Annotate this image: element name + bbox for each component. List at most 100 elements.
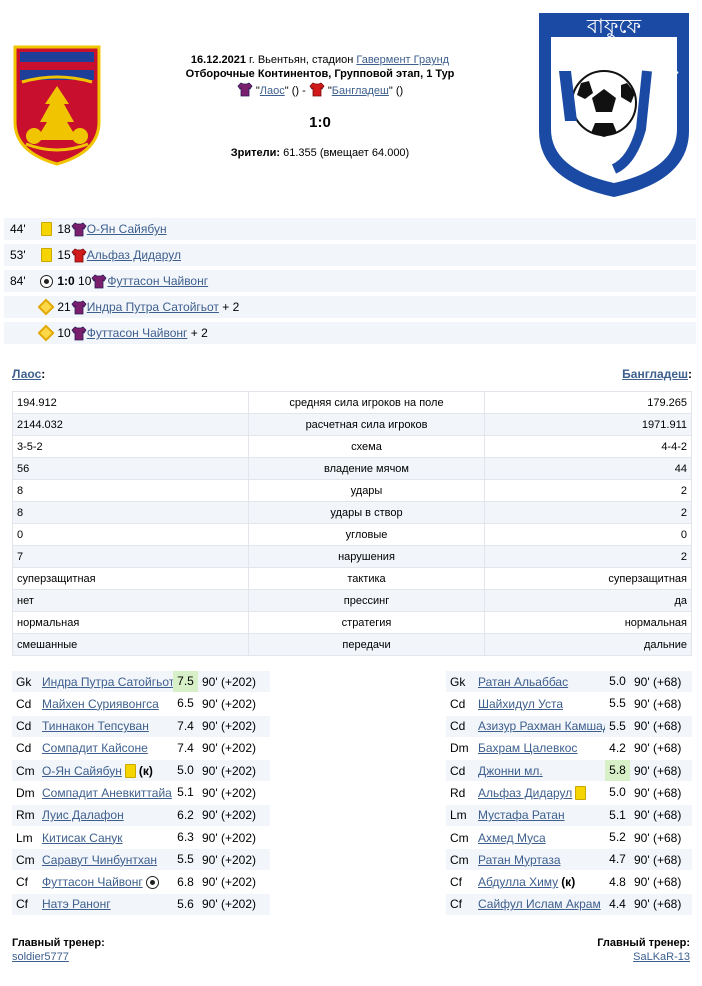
stat-away-value: нормальная: [484, 611, 692, 634]
stat-home-value: 3-5-2: [12, 435, 249, 458]
event-player-link[interactable]: Индра Путра Сатойгьот: [86, 300, 219, 314]
player-link[interactable]: Ахмед Муса: [478, 830, 546, 845]
event-extra: + 2: [190, 326, 208, 340]
player-time: 90' (+202): [202, 785, 256, 800]
quote: ": [255, 85, 260, 97]
stat-row: 2144.032 расчетная сила игроков 1971.911: [12, 413, 692, 436]
event-score: 1:0: [57, 274, 75, 288]
event-player-link[interactable]: Футтасон Чайвонг: [107, 274, 209, 288]
player-time: 90' (+202): [202, 696, 256, 711]
home-shirt-icon: [71, 326, 87, 340]
player-link[interactable]: Азизур Рахман Камшад: [478, 719, 605, 734]
player-time: 90' (+68): [634, 808, 682, 823]
stadium-link[interactable]: Гавермент Граунд: [356, 54, 450, 66]
stat-away-value: суперзащитная: [484, 567, 692, 590]
stat-home-value: смешанные: [12, 633, 249, 656]
lineup-row: Gk Индра Путра Сатойгьот 7.5 90' (+202): [12, 671, 270, 692]
player-time: 90' (+68): [634, 897, 682, 912]
stat-away-value: да: [484, 589, 692, 612]
home-team-title-link[interactable]: Лаос: [12, 367, 42, 381]
stat-row: 0 угловые 0: [12, 523, 692, 546]
event-icon: [38, 248, 54, 262]
player-link[interactable]: Шайхидул Уста: [478, 696, 564, 711]
player-link[interactable]: Сомпадит Кайсоне: [42, 741, 148, 756]
player-mark: 7.5: [173, 671, 198, 692]
player-link[interactable]: Джонни мл.: [478, 763, 543, 778]
ball-icon: [145, 875, 159, 889]
player-link[interactable]: Натэ Ранонг: [42, 897, 111, 912]
player-position: Cd: [16, 696, 32, 711]
home-coach-link[interactable]: soldier5777: [12, 951, 69, 963]
event-icon: [38, 274, 54, 288]
player-name-cell: Луис Далафон: [42, 808, 173, 822]
event-player-link[interactable]: Альфаз Дидарул: [86, 248, 181, 262]
player-link[interactable]: Саравут Чинбунтхан: [42, 852, 157, 867]
player-link[interactable]: Сомпадит Аневкиттайа: [42, 785, 172, 800]
player-link[interactable]: Ратан Муртаза: [478, 852, 561, 867]
stat-row: 8 удары в створ 2: [12, 501, 692, 524]
laos-federation-logo: [13, 45, 101, 166]
stat-row: смешанные передачи дальние: [12, 633, 692, 656]
player-time: 90' (+202): [202, 830, 256, 845]
player-position: Cf: [16, 875, 28, 890]
home-team-link[interactable]: Лаос: [259, 85, 285, 97]
lineup-row: Cf Футтасон Чайвонг 6.8 90' (+202): [12, 872, 270, 893]
player-link[interactable]: Тиннакон Тепсуван: [42, 719, 149, 734]
lineup-row: Dm Сомпадит Аневкиттайа 5.1 90' (+202): [12, 782, 270, 803]
player-link[interactable]: Индра Путра Сатойгьот: [42, 674, 173, 689]
player-link[interactable]: Луис Далафон: [42, 808, 124, 823]
quote: " (): [388, 85, 404, 97]
stat-label: владение мячом: [248, 457, 485, 480]
player-link[interactable]: О-Ян Сайябун: [42, 763, 122, 778]
stat-away-value: 1971.911: [484, 413, 692, 436]
player-position: Rd: [450, 785, 466, 800]
player-link[interactable]: Футтасон Чайвонг: [42, 875, 143, 890]
home-shirt-icon: [71, 222, 87, 236]
player-link[interactable]: Мустафа Ратан: [478, 808, 565, 823]
stat-label: удары: [248, 479, 485, 502]
stat-label: угловые: [248, 523, 485, 546]
player-name-cell: Тиннакон Тепсуван: [42, 719, 173, 733]
away-team-title-link[interactable]: Бангладеш: [622, 367, 688, 381]
stat-home-value: 8: [12, 479, 249, 502]
away-coach-link[interactable]: SaLKaR-13: [633, 951, 690, 963]
player-time: 90' (+202): [202, 741, 256, 756]
yellow-card-icon: [575, 785, 587, 800]
player-position: Cm: [16, 763, 35, 778]
assist-icon: [37, 324, 55, 342]
event-player-link[interactable]: О-Ян Сайябун: [86, 222, 167, 236]
yellow-card-icon: [40, 222, 52, 236]
player-link[interactable]: Майхен Суриявонгса: [42, 696, 159, 711]
event-row: 53' 15 Альфаз Дидарул: [4, 244, 696, 267]
player-mark: 4.7: [609, 852, 626, 867]
player-link[interactable]: Абдулла Химу: [478, 875, 559, 890]
event-row: 21 Индра Путра Сатойгьот + 2: [4, 296, 696, 319]
match-date: 16.12.2021: [190, 54, 246, 66]
attendance-label: Зрители:: [230, 147, 281, 159]
player-link[interactable]: Бахрам Цалевкос: [478, 741, 578, 756]
player-link[interactable]: Китисак Санук: [42, 830, 123, 845]
bangladesh-federation-logo: বাফুফে FEDERATION: [539, 13, 689, 197]
player-name-cell: Мустафа Ратан: [478, 808, 605, 822]
player-link[interactable]: Ратан Альаббас: [478, 674, 569, 689]
home-coach-label: Главный тренер:: [12, 937, 105, 949]
home-shirt-icon: [237, 82, 253, 97]
event-row: 84' 1:0 10 Футтасон Чайвонг: [4, 270, 696, 293]
player-name-cell: О-Ян Сайябун (к): [42, 763, 173, 778]
event-player-link[interactable]: Футтасон Чайвонг: [86, 326, 188, 340]
stat-label: тактика: [248, 567, 485, 590]
away-team-title: Бангладеш:: [622, 367, 692, 381]
player-mark: 5.1: [177, 785, 194, 800]
player-position: Cm: [16, 852, 35, 867]
player-link[interactable]: Альфаз Дидарул: [478, 785, 573, 800]
stat-row: 7 нарушения 2: [12, 545, 692, 568]
away-team-link[interactable]: Бангладеш: [331, 85, 389, 97]
player-position: Cf: [16, 897, 28, 912]
stat-away-value: 2: [484, 501, 692, 524]
player-name-cell: Ратан Альаббас: [478, 675, 605, 689]
assist-icon: [37, 298, 55, 316]
player-name-cell: Бахрам Цалевкос: [478, 741, 605, 755]
player-link[interactable]: Сайфул Ислам Акрам: [478, 897, 601, 912]
player-name-cell: Сомпадит Кайсоне: [42, 741, 173, 755]
yellow-card-icon: [124, 763, 136, 778]
